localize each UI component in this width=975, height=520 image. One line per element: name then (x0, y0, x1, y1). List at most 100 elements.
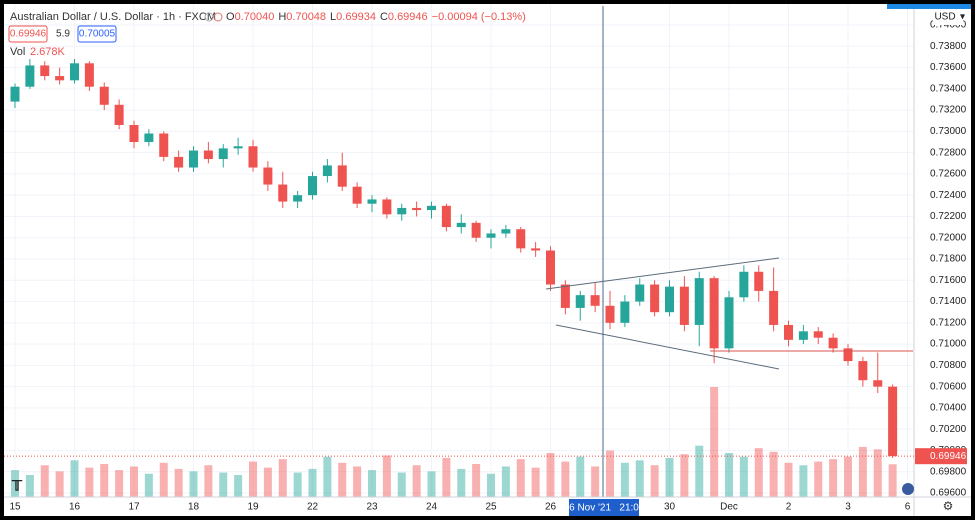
y-tick-label: 0.71600 (930, 275, 967, 286)
ohlc-value: 0.69946 (388, 11, 428, 23)
volume-bar (174, 468, 183, 497)
x-tick-label: Dec (720, 502, 738, 513)
volume-bar (219, 472, 228, 497)
volume-layer (11, 387, 897, 497)
trend-line (545, 257, 780, 290)
volume-bar (829, 459, 838, 497)
y-tick-label: 0.70400 (930, 403, 967, 414)
candle-body (694, 278, 704, 325)
bid-box (8, 25, 48, 43)
candle-body (605, 305, 615, 323)
y-tick-label: 0.73000 (930, 126, 967, 137)
tv-logo[interactable]: 𝕋 (11, 478, 23, 494)
bid[interactable]: 0.69946 (10, 29, 47, 40)
volume-bar (353, 466, 362, 497)
x-tick-label: 6 (905, 502, 911, 513)
candle-body (620, 301, 630, 323)
volume-bar (739, 456, 748, 497)
y-tick-label: 0.71800 (930, 254, 967, 265)
y-tick-label: 0.73200 (930, 105, 967, 116)
volume-bar (263, 467, 272, 497)
volume-bar (338, 462, 347, 497)
volume-bar (516, 459, 525, 497)
candle-body (813, 331, 823, 338)
y-tick-label: 0.70200 (930, 424, 967, 435)
y-tick-label: 0.73600 (930, 62, 967, 73)
candle-body (397, 207, 407, 215)
candle-body (322, 165, 332, 177)
candle-layer (10, 59, 898, 458)
y-tick-label: 0.71400 (930, 296, 967, 307)
candle-body (25, 65, 35, 87)
candle-body (575, 295, 585, 308)
candle-body (635, 284, 645, 302)
ohlc-legend: O0.70040 H0.70048 L0.69934 C0.69946 −0.00094… (226, 11, 526, 23)
volume-bar (873, 449, 882, 497)
volume-bar (427, 471, 436, 497)
scroll-button[interactable] (902, 483, 914, 495)
y-tick-label: 0.69600 (930, 488, 967, 499)
x-tick-label: 2 (786, 502, 792, 513)
volume-bar (620, 462, 629, 497)
volume-bar (11, 470, 19, 497)
volume-bar (40, 465, 49, 497)
candle-body (516, 229, 526, 249)
candle-body (888, 386, 898, 457)
volume-bar (769, 451, 778, 497)
currency[interactable]: USD (934, 12, 955, 23)
ask[interactable]: 0.70005 (79, 29, 116, 40)
volume-bar (442, 457, 451, 497)
volume-bar (531, 467, 540, 497)
last-price-label: 0.69946 (930, 451, 967, 462)
candle-body (352, 186, 362, 204)
candle-body (560, 284, 570, 308)
y-tick-label: 0.72000 (930, 232, 967, 243)
ohlc-value: 0.70048 (286, 11, 326, 23)
candle-body (159, 133, 169, 157)
candle-body (278, 184, 288, 202)
volume-bar (546, 453, 555, 497)
volume-bar (695, 445, 704, 497)
candle-body (412, 207, 422, 211)
settings-icon[interactable]: ⚙ (943, 499, 954, 513)
x-tick-label: 22 (307, 502, 319, 513)
ohlc-key: L (330, 11, 336, 23)
ohlc-key: O (226, 11, 235, 23)
volume-bar (635, 460, 644, 497)
x-tick-label: 15 (9, 502, 21, 513)
candle-body (308, 176, 317, 196)
volume-bar (799, 465, 808, 497)
x-tick-label: 17 (128, 502, 140, 513)
top-bar (887, 4, 971, 9)
candle-body (233, 146, 243, 149)
candle-body (84, 63, 94, 87)
candle-body (55, 76, 65, 81)
status-dot (213, 12, 223, 22)
volume-bar (189, 471, 198, 497)
volume-bar (308, 468, 317, 497)
candle-body (501, 229, 511, 234)
candle-body (724, 297, 734, 349)
y-tick-label: 0.73400 (930, 83, 967, 94)
volume-bar (100, 464, 109, 497)
candle-body (546, 250, 555, 285)
volume-bar (858, 446, 867, 497)
candle-body (590, 295, 600, 306)
candle-body (650, 284, 660, 313)
x-tick-label: 30 (664, 502, 676, 513)
volume-bar (397, 472, 406, 497)
crosshair-label-box (569, 499, 639, 516)
volume-bar (576, 456, 585, 497)
volume-bar (204, 465, 213, 497)
candle-body (471, 222, 481, 238)
volume-bar (710, 387, 719, 497)
volume-bar (501, 466, 510, 497)
candle-body (769, 290, 779, 325)
volume-bar (25, 475, 34, 497)
y-tick-label: 0.72400 (930, 190, 967, 201)
currency-caret: ▾ (960, 12, 965, 23)
ask-box (77, 25, 117, 43)
y-tick-label: 0.70600 (930, 381, 967, 392)
volume-bar (561, 461, 570, 497)
candle-body (189, 150, 198, 168)
